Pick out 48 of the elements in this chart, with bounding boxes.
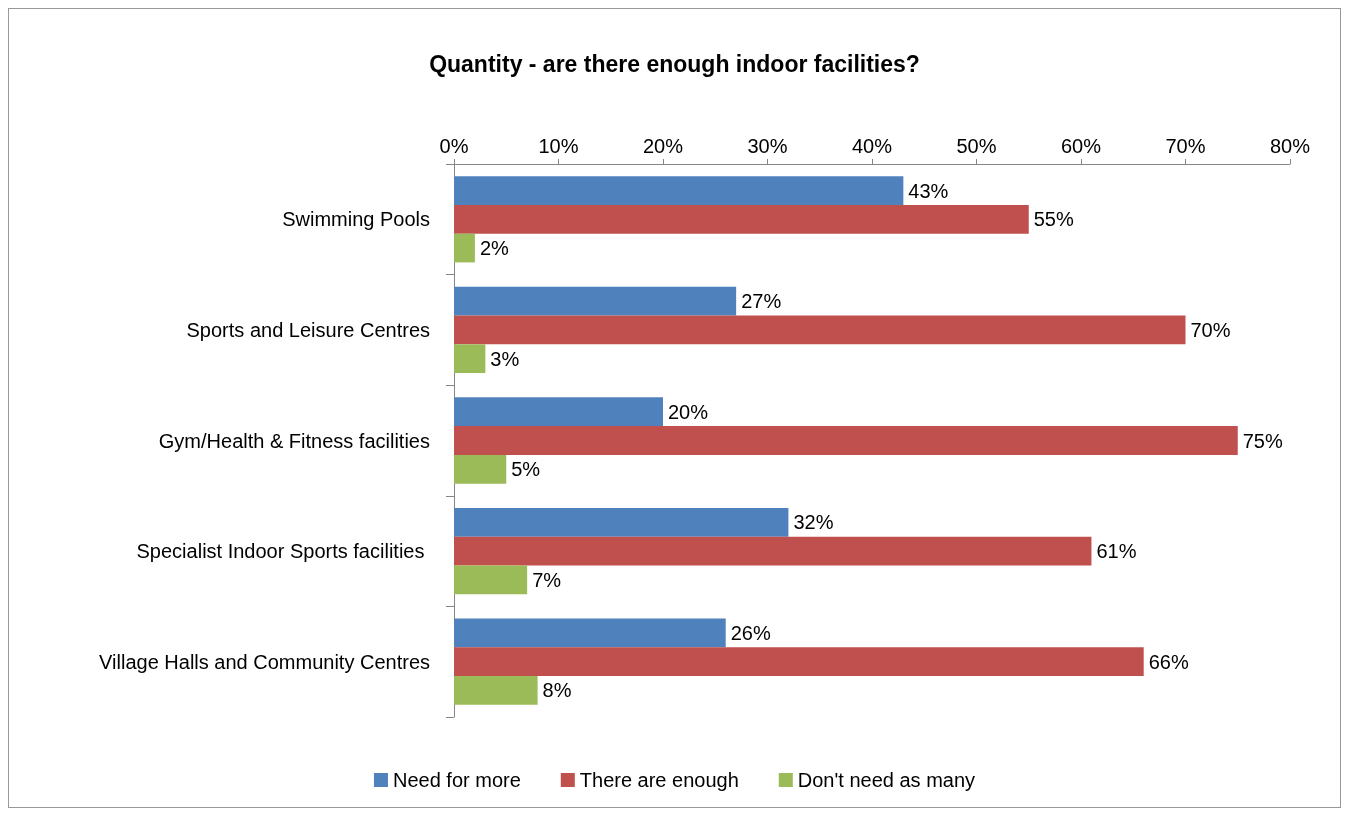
bar bbox=[454, 426, 1238, 455]
data-label: 43% bbox=[908, 179, 949, 202]
y-tick-label: Swimming Pools bbox=[282, 208, 430, 231]
data-label: 20% bbox=[668, 400, 709, 423]
bar bbox=[454, 233, 475, 263]
bar bbox=[454, 507, 789, 537]
bar bbox=[454, 454, 507, 484]
bar bbox=[454, 397, 663, 427]
bar bbox=[454, 286, 737, 316]
y-tick-label: Village Halls and Community Centres bbox=[99, 650, 430, 673]
chart-title: Quantity - are there enough indoor facilities? bbox=[429, 50, 920, 77]
legend-label: Don't need as many bbox=[797, 769, 976, 791]
y-tick-label: Gym/Health & Fitness facilities bbox=[158, 429, 430, 452]
data-label: 8% bbox=[542, 679, 572, 702]
x-tick-label: 50% bbox=[956, 135, 997, 157]
data-label: 61% bbox=[1096, 540, 1137, 563]
bar bbox=[454, 536, 1092, 566]
bar bbox=[454, 315, 1186, 345]
data-label: 7% bbox=[532, 568, 562, 591]
y-tick-label: Specialist Indoor Sports facilities bbox=[136, 540, 430, 563]
bar bbox=[454, 344, 486, 374]
data-label: 3% bbox=[490, 347, 520, 370]
data-label: 27% bbox=[741, 290, 782, 313]
x-tick-label: 70% bbox=[1165, 135, 1206, 157]
data-label: 66% bbox=[1148, 650, 1189, 673]
bar bbox=[454, 565, 528, 595]
data-label: 70% bbox=[1190, 318, 1231, 341]
x-tick-label: 20% bbox=[642, 135, 684, 157]
x-tick-label: 40% bbox=[851, 135, 893, 157]
bar bbox=[454, 176, 904, 205]
bar bbox=[454, 676, 538, 705]
x-tick-label: 0% bbox=[439, 135, 469, 157]
data-label: 32% bbox=[793, 511, 834, 534]
legend-label: Need for more bbox=[392, 769, 521, 791]
data-label: 26% bbox=[730, 621, 771, 644]
bar bbox=[454, 618, 726, 648]
x-tick-label: 10% bbox=[538, 135, 579, 157]
data-label: 2% bbox=[479, 237, 510, 260]
bar bbox=[454, 204, 1029, 234]
bar bbox=[454, 647, 1144, 677]
data-label: 5% bbox=[511, 458, 541, 481]
data-label: 55% bbox=[1033, 208, 1074, 231]
x-tick-label: 30% bbox=[747, 135, 788, 157]
x-tick-label: 80% bbox=[1269, 135, 1311, 157]
legend-label: There are enough bbox=[579, 769, 739, 791]
y-tick-label: Sports and Leisure Centres bbox=[186, 318, 430, 341]
data-label: 75% bbox=[1242, 429, 1283, 452]
x-tick-label: 60% bbox=[1060, 135, 1102, 157]
